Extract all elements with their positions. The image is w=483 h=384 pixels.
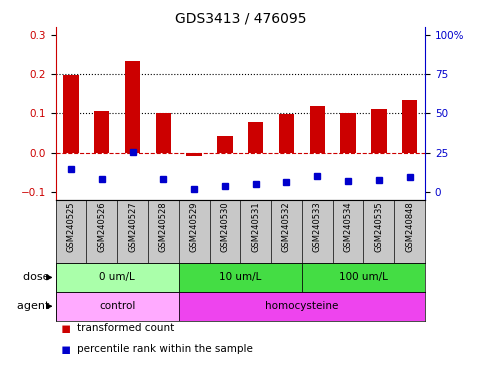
Text: GSM240528: GSM240528 [159,202,168,252]
Bar [371,109,386,152]
Text: GSM240534: GSM240534 [343,202,353,252]
Text: ▪: ▪ [60,321,71,336]
Text: GSM240532: GSM240532 [282,202,291,252]
Text: GSM240535: GSM240535 [374,202,384,252]
Text: control: control [99,301,135,311]
Text: GSM240531: GSM240531 [251,202,260,252]
Text: transformed count: transformed count [77,323,174,333]
Text: 100 um/L: 100 um/L [339,272,388,283]
Bar [125,61,140,152]
Text: GSM240848: GSM240848 [405,202,414,252]
Text: homocysteine: homocysteine [265,301,339,311]
Text: GSM240530: GSM240530 [220,202,229,252]
Bar [156,113,171,152]
Bar [179,263,302,292]
Bar [248,122,263,152]
Text: GSM240525: GSM240525 [67,202,75,252]
Text: GSM240533: GSM240533 [313,202,322,252]
Text: percentile rank within the sample: percentile rank within the sample [77,344,253,354]
Text: dose: dose [23,272,53,283]
Text: agent: agent [17,301,53,311]
Bar [179,292,425,321]
Bar [302,263,425,292]
Text: GSM240527: GSM240527 [128,202,137,252]
Text: GSM240526: GSM240526 [97,202,106,252]
Text: 0 um/L: 0 um/L [99,272,135,283]
Bar [94,111,110,152]
Bar [310,106,325,152]
Bar [186,152,202,157]
Text: ▪: ▪ [60,342,71,357]
Bar [402,99,417,152]
Bar [56,292,179,321]
Bar [341,113,356,152]
Bar [279,114,294,152]
Title: GDS3413 / 476095: GDS3413 / 476095 [174,12,306,26]
Bar [56,263,179,292]
Bar [63,75,79,152]
Bar [217,136,233,152]
Text: 10 um/L: 10 um/L [219,272,261,283]
Text: GSM240529: GSM240529 [190,202,199,252]
